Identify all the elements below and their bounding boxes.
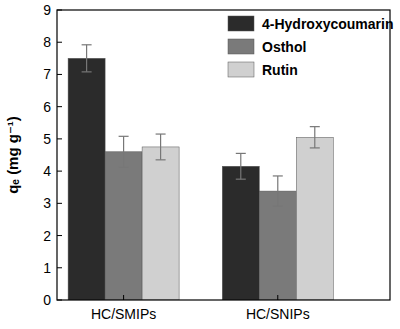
y-tick-label: 1	[43, 260, 51, 276]
bar	[142, 147, 179, 300]
y-tick	[57, 138, 62, 139]
y-tick	[57, 235, 62, 236]
error-bar	[82, 45, 92, 72]
error-bar	[273, 176, 283, 206]
y-tick	[57, 171, 62, 172]
y-tick	[57, 106, 62, 107]
y-tick	[57, 74, 62, 75]
error-bar	[119, 136, 129, 167]
bar	[296, 137, 333, 300]
x-tick	[277, 295, 278, 300]
legend-label: Rutin	[262, 62, 298, 78]
bar	[105, 152, 142, 300]
legend-swatch	[228, 62, 254, 77]
y-axis-label: qₑ (mg g⁻¹)	[4, 116, 21, 194]
bars	[68, 58, 333, 300]
y-tick-label: 5	[43, 131, 51, 147]
y-tick-label: 7	[43, 66, 51, 82]
legend-swatch	[228, 16, 254, 31]
error-bar	[236, 153, 246, 179]
x-tick-label: HC/SMIPs	[91, 306, 156, 322]
y-tick	[57, 203, 62, 204]
y-tick-label: 3	[43, 195, 51, 211]
x-tick	[123, 295, 124, 300]
y-tick-label: 4	[43, 163, 51, 179]
chart: 0 1 2 3 4 5 6 7 8 9 qₑ (mg g⁻¹) HC/SMIPs HC/SNIPs 4-H…	[0, 0, 400, 329]
plot-frame	[57, 10, 390, 300]
x-tick-label: HC/SNIPs	[246, 306, 310, 322]
error-bar	[156, 134, 166, 160]
y-tick-label: 2	[43, 228, 51, 244]
y-tick-label: 8	[43, 34, 51, 50]
error-bar	[310, 127, 320, 148]
bar	[222, 166, 259, 300]
legend-swatch	[228, 39, 254, 54]
y-tick-label: 6	[43, 99, 51, 115]
legend: 4-Hydroxycoumarin Osthol Rutin	[228, 16, 393, 78]
bar	[259, 191, 296, 300]
y-tick	[57, 42, 62, 43]
legend-label: 4-Hydroxycoumarin	[262, 16, 393, 32]
bar	[68, 58, 105, 300]
error-bars	[82, 45, 320, 206]
y-tick-label: 9	[43, 2, 51, 18]
legend-label: Osthol	[262, 39, 306, 55]
y-tick-label: 0	[43, 292, 51, 308]
y-tick	[57, 267, 62, 268]
